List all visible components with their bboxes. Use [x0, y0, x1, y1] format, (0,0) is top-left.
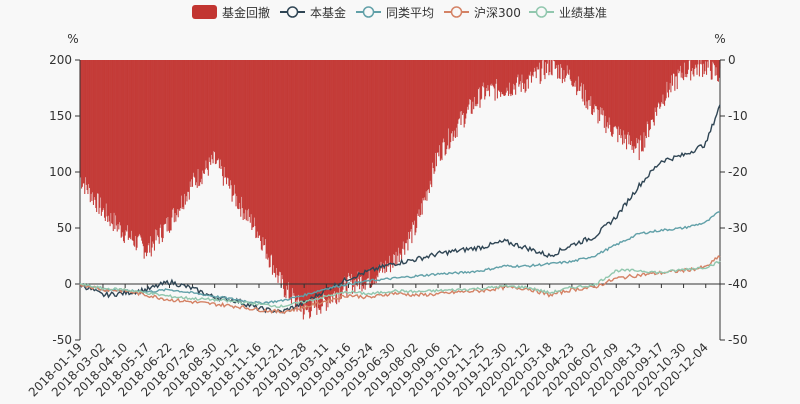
legend-item[interactable]: 沪深300 — [444, 6, 521, 20]
legend-label: 本基金 — [310, 5, 346, 20]
y-left-tick-label: 200 — [49, 53, 72, 67]
drawdown-bar — [683, 60, 684, 80]
legend-swatch-circle — [537, 7, 547, 17]
y-right-tick-label: 0 — [728, 53, 736, 67]
drawdown-bar — [712, 60, 713, 79]
y-right-tick-label: -20 — [728, 165, 748, 179]
y-right-tick-label: -10 — [728, 109, 748, 123]
drawdown-bar — [700, 60, 701, 64]
drawdown-bar — [552, 60, 553, 75]
legend-label: 沪深300 — [474, 6, 521, 20]
legend-item[interactable]: 本基金 — [280, 5, 346, 20]
y-left-tick-label: 50 — [57, 221, 72, 235]
drawdown-bar — [549, 60, 550, 72]
drawdown-bar — [544, 60, 545, 79]
legend-swatch-bar — [192, 5, 217, 19]
drawdown-bar — [689, 60, 690, 61]
drawdown-bar — [706, 60, 707, 75]
x-tick-labels: 2018-01-192018-03-022018-04-102018-05-17… — [26, 340, 711, 399]
legend-label: 基金回撤 — [222, 5, 270, 20]
legend-item[interactable]: 同类平均 — [356, 6, 434, 20]
legend[interactable]: 基金回撤 本基金 同类平均 沪深300 业绩基准 — [192, 5, 607, 20]
drawdown-bar — [704, 60, 705, 71]
y-left-tick-label: 150 — [49, 109, 72, 123]
drawdown-bar — [547, 60, 548, 64]
y-left-tick-label: -50 — [52, 333, 72, 347]
y-left-unit-label: % — [67, 32, 78, 46]
drawdown-bar — [541, 60, 542, 69]
legend-item[interactable]: 业绩基准 — [529, 6, 607, 20]
legend-label: 同类平均 — [386, 6, 434, 20]
legend-label: 业绩基准 — [559, 6, 607, 20]
y-left-tick-label: 0 — [64, 277, 72, 291]
y-right-tick-label: -30 — [728, 221, 748, 235]
y-right-tick-label: -50 — [728, 333, 748, 347]
y-right-tick-label: -40 — [728, 277, 748, 291]
legend-swatch-circle — [452, 7, 462, 17]
y-left-tick-label: 100 — [49, 165, 72, 179]
y-right-unit-label: % — [714, 32, 725, 46]
drawdown-bar — [708, 60, 709, 68]
drawdown-bar — [688, 60, 689, 70]
legend-item[interactable]: 基金回撤 — [192, 5, 270, 20]
legend-swatch-circle — [364, 7, 374, 17]
drawdown-bar — [697, 60, 698, 64]
legend-swatch-circle — [288, 7, 298, 17]
drawdown-bars — [79, 60, 720, 319]
